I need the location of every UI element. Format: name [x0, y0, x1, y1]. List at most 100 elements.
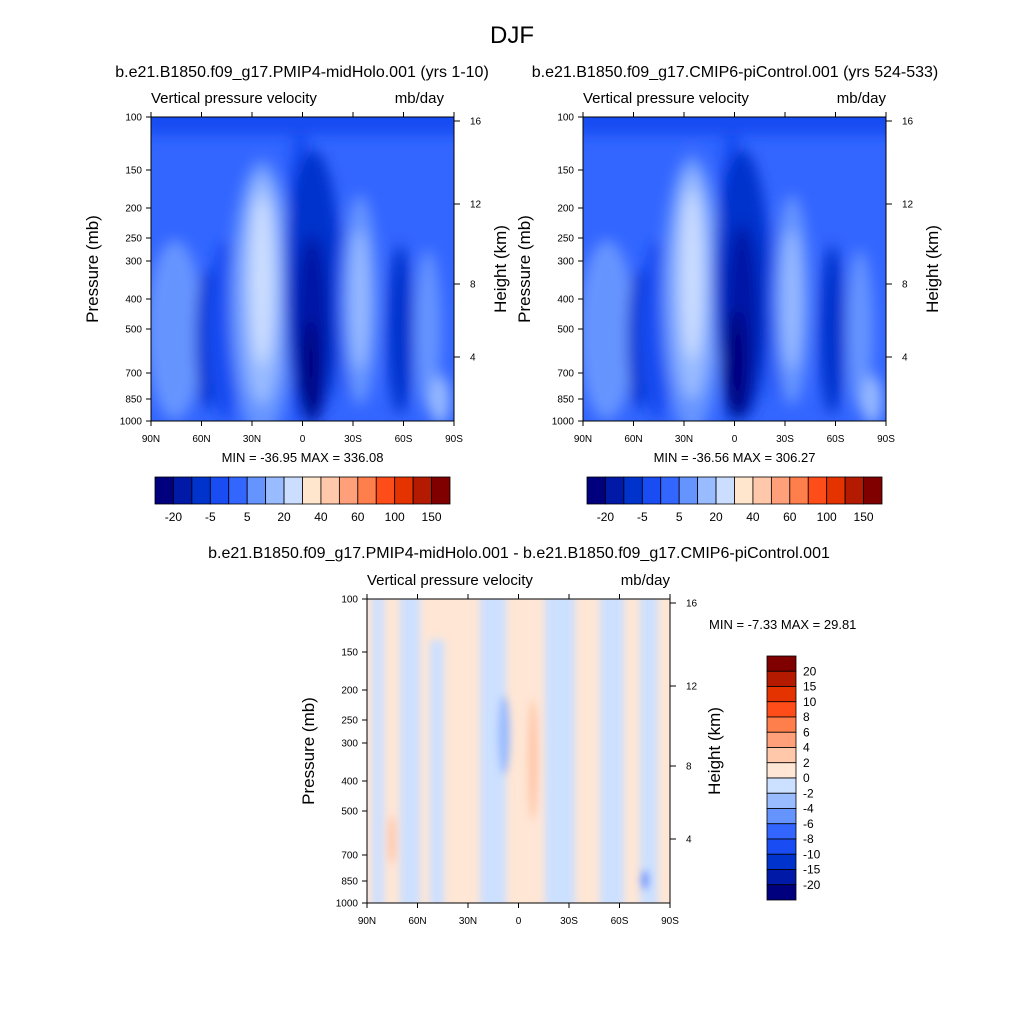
colorbar-swatch: [807, 476, 828, 505]
left-label: Vertical pressure velocity: [367, 572, 533, 589]
y-tick: 700: [557, 369, 574, 380]
colorbar-swatch: [191, 476, 211, 505]
y2-tick: 16: [902, 117, 914, 128]
y-tick: 400: [557, 295, 574, 306]
colorbar-label: -2: [803, 786, 814, 800]
colorbar-swatch: [770, 476, 791, 505]
y2-tick: 12: [686, 682, 698, 693]
x-tick: 60S: [611, 916, 629, 927]
colorbar-label: 20: [803, 664, 817, 678]
colorbar: -20 -5 5 20 40 60 100 150: [586, 476, 883, 524]
y-tick: 300: [557, 257, 574, 268]
colorbar-swatch: [826, 476, 846, 505]
y2-tick: 16: [470, 117, 482, 128]
colorbar-swatch: [734, 476, 754, 505]
y-tick: 100: [341, 595, 358, 606]
colorbar-label: 15: [803, 680, 817, 694]
y-tick: 850: [557, 395, 574, 406]
colorbar-swatch: [641, 476, 662, 505]
colorbar-label: 40: [314, 510, 328, 524]
y-axis-label: Pressure (mb): [83, 215, 102, 323]
y-tick: 400: [125, 295, 142, 306]
colorbar-swatch: [766, 838, 797, 855]
x-tick: 30N: [675, 434, 693, 445]
colorbar: -20 -5 5 20 40 60 100 150: [154, 476, 451, 524]
colorbar-label: 5: [244, 510, 251, 524]
y-tick: 150: [341, 648, 358, 659]
y-tick: 300: [341, 739, 358, 750]
x-tick: 90N: [574, 434, 592, 445]
colorbar-label: 5: [676, 510, 683, 524]
colorbar-label: 40: [746, 510, 760, 524]
colorbar-swatch: [766, 701, 797, 718]
colorbar-swatch: [228, 476, 248, 505]
panel-title: b.e21.B1850.f09_g17.CMIP6-piControl.001 …: [532, 64, 938, 81]
colorbar-swatch: [789, 476, 809, 505]
x-tick: 0: [516, 916, 522, 927]
colorbar-swatch: [154, 476, 174, 505]
x-tick: 30S: [776, 434, 794, 445]
colorbar-label: 100: [385, 510, 405, 524]
colorbar-label: -5: [637, 510, 648, 524]
colorbar-label: 10: [803, 695, 817, 709]
colorbar-swatch: [766, 670, 797, 687]
colorbar-swatch: [338, 476, 359, 505]
colorbar-swatch: [586, 476, 606, 505]
panel-title: b.e21.B1850.f09_g17.PMIP4-midHolo.001 (y…: [115, 64, 489, 81]
colorbar-swatch: [320, 476, 340, 505]
x-tick: 30N: [459, 916, 477, 927]
colorbar-label: -6: [803, 817, 814, 831]
colorbar-label: 4: [803, 741, 810, 755]
colorbar-label: 0: [803, 771, 810, 785]
colorbar-label: -4: [803, 802, 814, 816]
colorbar-label: 60: [351, 510, 365, 524]
colorbar-label: -20: [597, 510, 615, 524]
y-tick: 150: [557, 166, 574, 177]
y-tick: 300: [125, 257, 142, 268]
y-axis-label: Pressure (mb): [515, 215, 534, 323]
x-tick: 0: [732, 434, 738, 445]
y2-tick: 8: [902, 280, 908, 291]
y2-tick: 4: [686, 835, 692, 846]
y-tick: 400: [341, 777, 358, 788]
colorbar-label: 20: [277, 510, 291, 524]
y2-tick: 12: [470, 200, 482, 211]
colorbar-label: -5: [205, 510, 216, 524]
colorbar-swatch: [357, 476, 377, 505]
x-tick: 90N: [142, 434, 160, 445]
left-label: Vertical pressure velocity: [151, 90, 317, 107]
colorbar-swatch: [766, 808, 797, 825]
x-tick: 90N: [358, 916, 376, 927]
colorbar-swatch: [766, 777, 797, 794]
y-tick: 850: [125, 395, 142, 406]
y2-axis-label: Height (km): [705, 707, 724, 795]
colorbar-swatch: [766, 884, 797, 901]
right-label: mb/day: [837, 90, 887, 107]
colorbar-label: 6: [803, 725, 810, 739]
min-max-stats: MIN = -36.56 MAX = 306.27: [654, 450, 816, 465]
y-tick: 250: [557, 234, 574, 245]
y2-tick: 8: [470, 280, 476, 291]
y-tick: 200: [125, 204, 142, 215]
y-tick: 500: [125, 325, 142, 336]
x-tick: 30S: [344, 434, 362, 445]
y-tick: 150: [125, 166, 142, 177]
colorbar-label: 150: [422, 510, 442, 524]
y2-tick: 4: [902, 353, 908, 364]
colorbar-label: -20: [165, 510, 183, 524]
colorbar-swatch: [173, 476, 193, 505]
colorbar-label: -10: [803, 847, 821, 861]
y-tick: 700: [341, 851, 358, 862]
colorbar-label: -15: [803, 863, 821, 877]
right-label: mb/day: [621, 572, 671, 589]
colorbar-label: 20: [709, 510, 723, 524]
colorbar-swatch: [766, 686, 797, 703]
y-tick: 100: [557, 113, 574, 124]
y-tick: 200: [341, 686, 358, 697]
y-tick: 250: [125, 234, 142, 245]
colorbar-swatch: [375, 476, 396, 505]
colorbar-swatch: [766, 762, 797, 779]
y2-tick: 16: [686, 599, 698, 610]
